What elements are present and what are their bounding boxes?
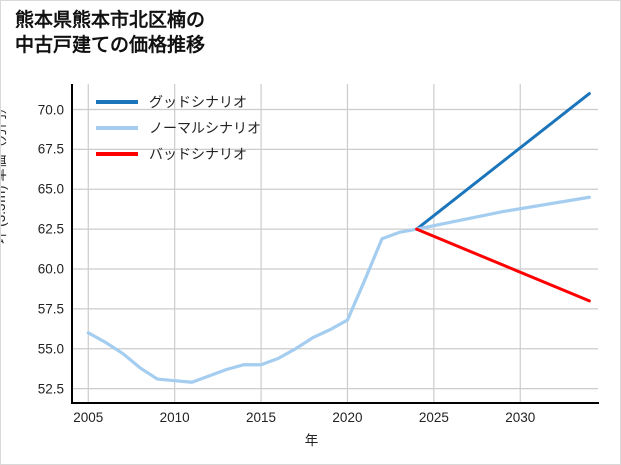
legend-color-swatch — [96, 99, 138, 104]
series-line — [415, 92, 591, 231]
chart-legend: グッドシナリオ ノーマルシナリオ バッドシナリオ — [96, 93, 261, 162]
y-tick-label: 65.0 — [37, 181, 64, 197]
y-tick-label: 57.5 — [37, 301, 64, 317]
y-tick-label: 52.5 — [37, 381, 64, 397]
y-tick-label: 67.5 — [37, 141, 64, 157]
plot-svg — [71, 84, 598, 403]
y-axis-label: 坪 (3.3㎡) 単価（万円） — [0, 100, 8, 244]
y-tick-label: 70.0 — [37, 102, 64, 118]
x-axis-spine — [71, 402, 599, 404]
x-axis-label: 年 — [304, 433, 319, 448]
legend-item[interactable]: バッドシナリオ — [96, 145, 261, 162]
x-tick-label: 2030 — [505, 410, 536, 425]
series-line — [415, 227, 591, 303]
legend-item[interactable]: グッドシナリオ — [96, 93, 261, 110]
x-tick-label: 2025 — [418, 410, 449, 425]
y-tick-label: 55.0 — [37, 341, 64, 357]
y-axis-spine — [71, 84, 73, 404]
plot-area — [71, 84, 598, 403]
x-tick-label: 2020 — [332, 410, 363, 425]
legend-label: ノーマルシナリオ — [149, 119, 261, 136]
x-tick-label: 2005 — [73, 410, 104, 425]
legend-item[interactable]: ノーマルシナリオ — [96, 119, 261, 136]
legend-label: バッドシナリオ — [149, 145, 247, 162]
legend-color-swatch — [96, 151, 138, 156]
y-tick-label: 60.0 — [37, 261, 64, 277]
plot-background — [71, 84, 598, 403]
y-tick-label: 62.5 — [37, 221, 64, 237]
chart-title: 熊本県熊本市北区楠の 中古戸建ての価格推移 — [15, 10, 206, 56]
series-line — [86, 195, 591, 384]
x-tick-label: 2010 — [159, 410, 190, 425]
legend-label: グッドシナリオ — [149, 93, 247, 110]
x-tick-label: 2015 — [246, 410, 277, 425]
legend-color-swatch — [96, 125, 138, 130]
